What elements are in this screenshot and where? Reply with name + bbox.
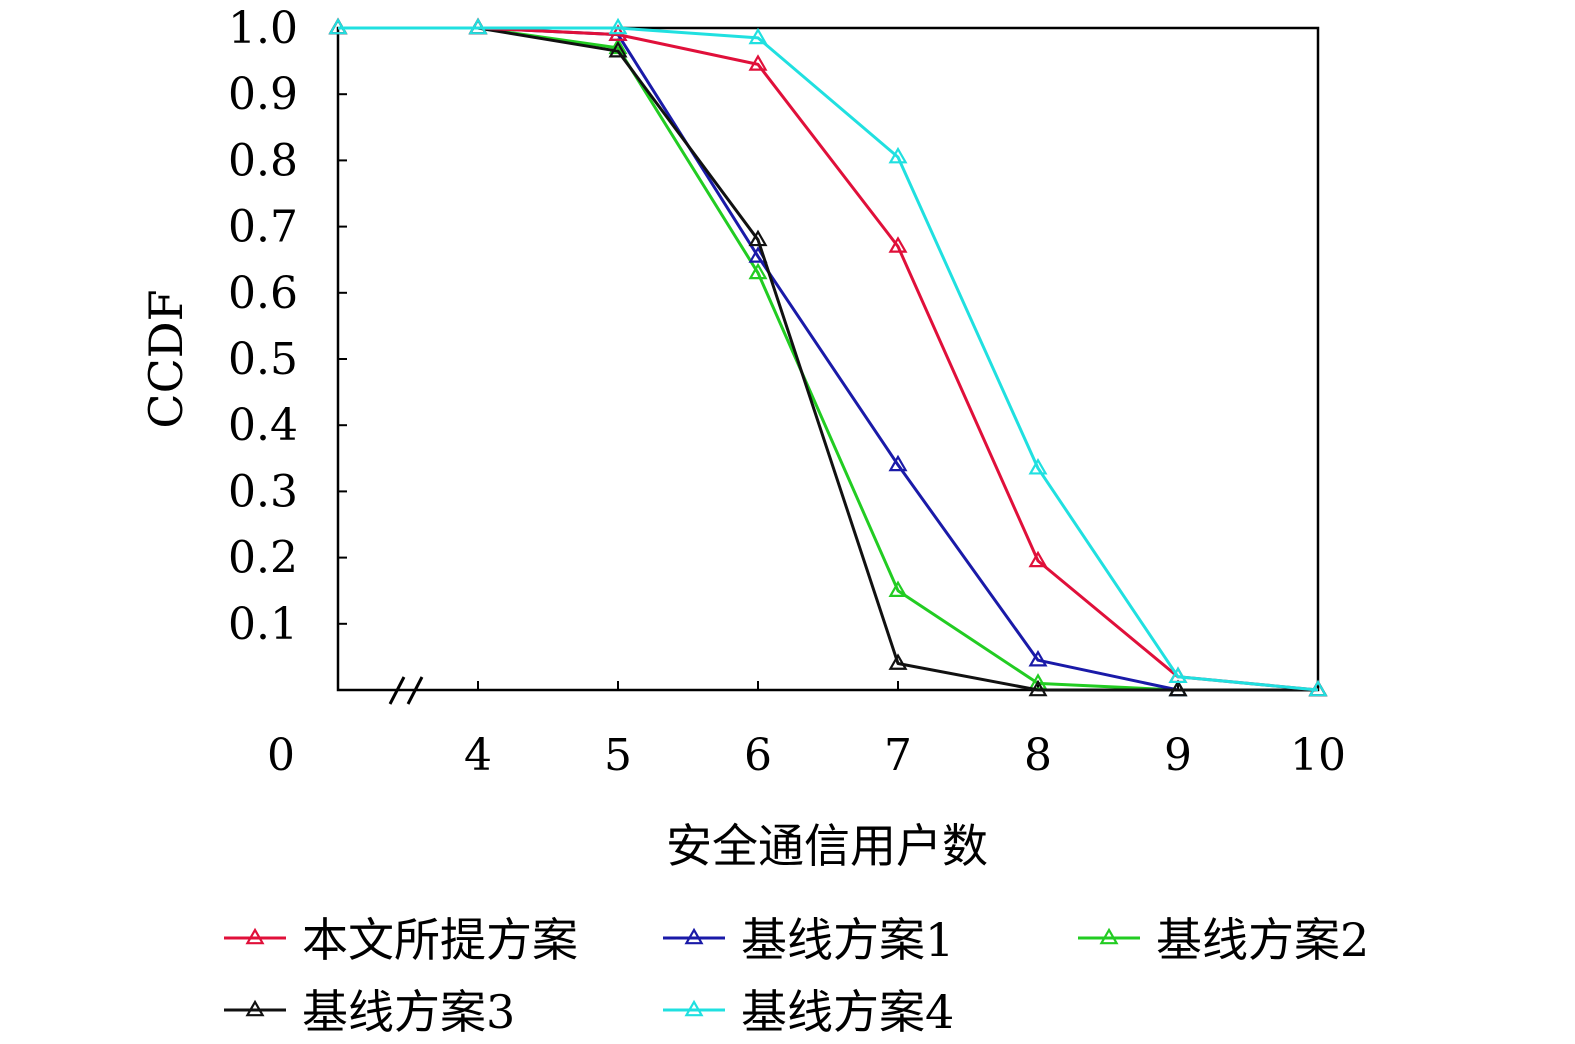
series-1 [328,17,1328,697]
axis-break-mark [388,676,406,705]
data-point-marker [1028,679,1048,697]
data-point-marker [1028,550,1048,568]
data-point-marker [608,40,628,58]
legend-label: 基线方案4 [741,985,954,1039]
legend-item: 基线方案2 [1078,913,1369,967]
series-layer [328,17,1328,697]
data-point-marker [888,146,908,164]
legend-marker [684,927,704,945]
axes: 0.1 0.2 0.3 0.4 0.5 0.6 0.7 0.8 0.9 1.0 0 4 5 6 7 8 9 10 [228,3,1346,781]
legend-item: 基线方案1 [663,913,954,967]
data-point-marker [888,653,908,670]
y-tick-label: 0.4 [228,400,298,451]
data-point-marker [1168,666,1188,684]
data-point-marker [888,236,908,253]
y-tick-label: 0.6 [228,268,298,319]
legend: 本文所提方案 基线方案1 基线方案2 基线方案3 基线方案4 [224,913,1369,1039]
legend-label: 本文所提方案 [302,913,578,967]
series-line [338,26,1318,692]
y-tick-label: 0.8 [228,135,298,186]
y-tick-label: 0.2 [228,533,298,584]
x-tick-label: 0 [267,730,295,781]
legend-marker [684,999,704,1017]
legend-marker [1099,927,1119,945]
x-tick-label: 10 [1290,730,1346,781]
series-4 [328,17,1328,697]
legend-item: 本文所提方案 [224,913,578,967]
y-tick-label: 0.1 [228,599,298,650]
x-tick-label: 4 [464,730,492,781]
series-5 [328,17,1328,697]
data-point-marker [748,27,768,45]
y-axis-title: CCDF [139,289,193,428]
data-point-marker [608,17,628,35]
data-point-marker [468,17,488,35]
x-tick-label: 9 [1164,730,1192,781]
y-tick-label: 1.0 [228,3,298,54]
data-point-marker [1168,679,1188,697]
x-tick-label: 8 [1024,730,1052,781]
series-3 [328,17,1328,697]
data-point-marker [1028,650,1048,667]
x-axis-title: 安全通信用户数 [666,819,988,873]
data-point-marker [1308,679,1328,697]
legend-item: 基线方案4 [663,985,954,1039]
data-point-marker [748,262,768,280]
legend-marker [245,927,265,945]
legend-label: 基线方案2 [1156,913,1369,967]
data-point-marker [888,580,908,598]
legend-label: 基线方案1 [741,913,954,967]
x-tick-label: 6 [744,730,772,781]
series-line [338,26,1319,692]
data-point-marker [748,54,768,71]
legend-item: 基线方案3 [224,985,515,1039]
data-point-marker [748,229,768,247]
series-line [338,26,1318,692]
x-tick-label: 7 [884,730,912,781]
series-2 [328,17,1328,697]
y-tick-label: 0.7 [228,202,298,253]
y-tick-label: 0.3 [228,466,298,517]
legend-marker [245,999,265,1017]
axis-break-mark [406,676,424,705]
x-tick-label: 5 [604,730,632,781]
y-tick-label: 0.9 [228,69,298,120]
data-point-marker [1028,458,1048,475]
data-point-marker [328,17,348,35]
legend-label: 基线方案3 [302,985,515,1039]
y-tick-label: 0.5 [228,334,298,385]
data-point-marker [888,454,908,472]
